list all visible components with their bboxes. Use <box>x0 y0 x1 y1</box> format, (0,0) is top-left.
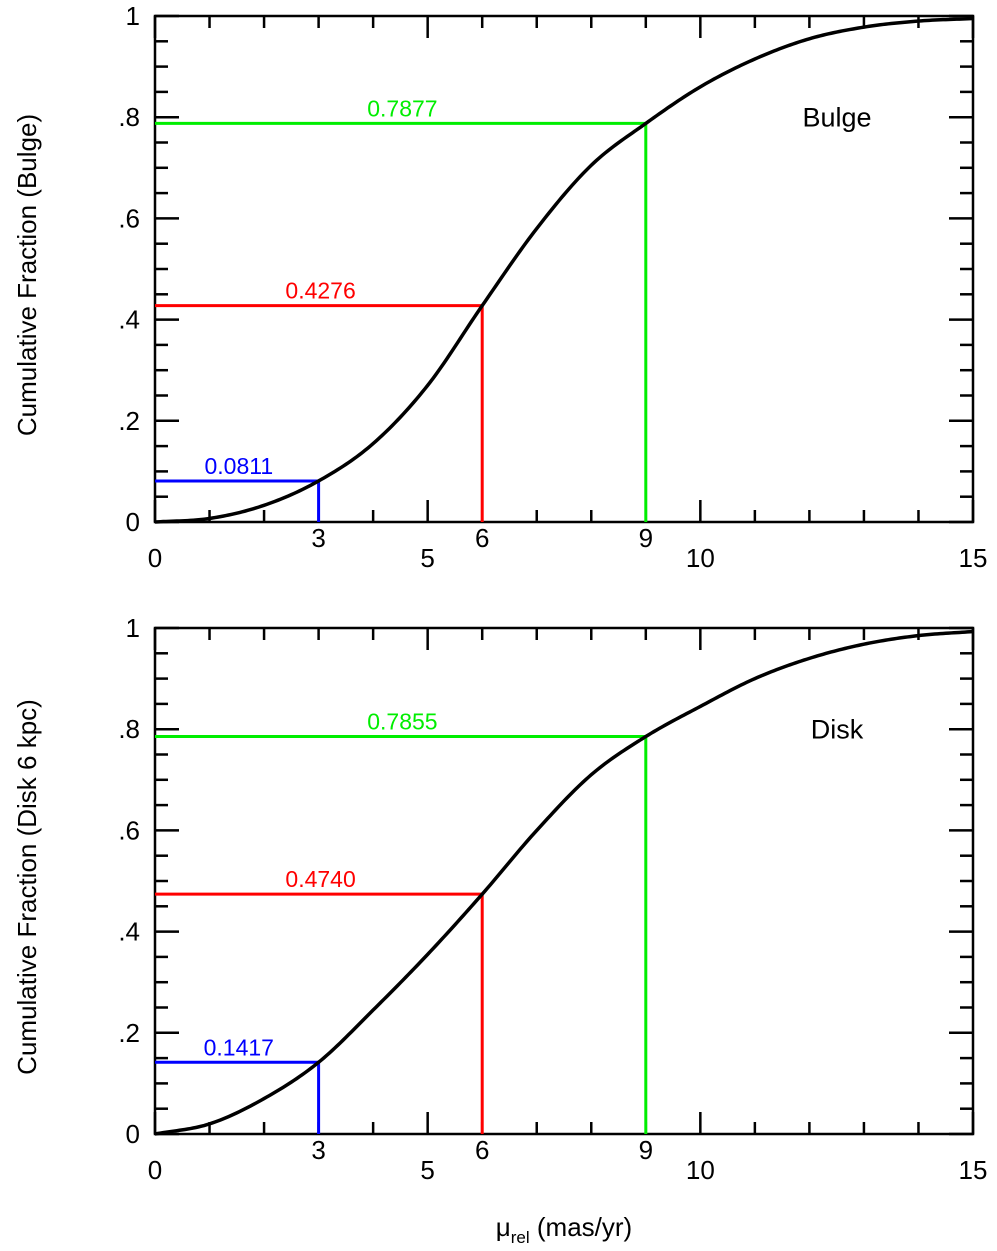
marker-value-label: 0.0811 <box>204 453 273 479</box>
marker-x-label: 6 <box>475 1135 489 1165</box>
mu-symbol: μ <box>496 1212 511 1242</box>
marker-x-label: 3 <box>311 523 325 553</box>
y-tick-label: .4 <box>118 305 140 335</box>
axis-ticks <box>153 14 975 524</box>
x-tick-label: 15 <box>959 543 988 573</box>
y-tick-label: .8 <box>118 714 140 744</box>
marker-group: 0.1417 3 0.4740 6 0.7855 9 <box>155 709 653 1165</box>
marker-line <box>155 1060 321 1134</box>
y-tick-labels: 0 .2 .4 .6 .8 1 <box>118 1 140 537</box>
marker-value-label: 0.7877 <box>367 95 437 121</box>
x-tick-labels: 0 5 10 15 <box>148 543 988 573</box>
marker-x-label: 3 <box>311 1135 325 1165</box>
unit-text: (mas/yr) <box>530 1212 633 1242</box>
x-tick-label: 10 <box>686 543 715 573</box>
y-tick-label: 1 <box>126 1 140 31</box>
marker-blue: 0.0811 3 <box>155 453 326 553</box>
y-tick-label: .4 <box>118 917 140 947</box>
marker-green: 0.7855 9 <box>155 709 653 1165</box>
marker-group: 0.0811 3 0.4276 6 0.7877 9 <box>155 95 653 553</box>
cumulative-curve <box>154 629 974 1136</box>
x-tick-label: 15 <box>959 1155 988 1185</box>
plot-frame <box>153 14 975 524</box>
marker-value-label: 0.7855 <box>367 709 437 735</box>
panel-label: Disk <box>811 714 864 744</box>
y-tick-label: .8 <box>118 102 140 132</box>
marker-red: 0.4740 6 <box>155 866 489 1165</box>
bulge-panel: 0 .2 .4 .6 .8 1 0 5 10 15 Cumulative Fra… <box>12 1 987 573</box>
x-tick-label: 5 <box>420 1155 434 1185</box>
marker-value-label: 0.1417 <box>204 1034 274 1060</box>
marker-red: 0.4276 6 <box>155 278 489 553</box>
rel-subscript: rel <box>511 1228 530 1247</box>
marker-x-label: 6 <box>475 523 489 553</box>
y-tick-label: .6 <box>118 203 140 233</box>
y-tick-label: 1 <box>126 613 140 643</box>
marker-line <box>155 735 648 1134</box>
x-tick-labels: 0 5 10 15 <box>148 1155 988 1185</box>
x-tick-label: 0 <box>148 1155 162 1185</box>
marker-green: 0.7877 9 <box>155 95 653 553</box>
marker-value-label: 0.4276 <box>285 278 355 304</box>
cumulative-curve <box>154 16 974 524</box>
y-tick-label: 0 <box>126 507 140 537</box>
disk-panel: 0 .2 .4 .6 .8 1 0 5 10 15 Cumulative Fra… <box>12 613 987 1185</box>
y-axis-title: Cumulative Fraction (Bulge) <box>12 114 42 436</box>
marker-x-label: 9 <box>639 523 653 553</box>
y-tick-label: 0 <box>126 1119 140 1149</box>
marker-x-label: 9 <box>639 1135 653 1165</box>
y-tick-label: .2 <box>118 406 140 436</box>
x-tick-label: 0 <box>148 543 162 573</box>
x-tick-label: 10 <box>686 1155 715 1185</box>
y-tick-label: .6 <box>118 815 140 845</box>
y-tick-labels: 0 .2 .4 .6 .8 1 <box>118 613 140 1149</box>
axis-ticks <box>153 626 975 1136</box>
marker-value-label: 0.4740 <box>285 866 355 892</box>
x-tick-label: 5 <box>420 543 434 573</box>
y-axis-title: Cumulative Fraction (Disk 6 kpc) <box>12 699 42 1075</box>
marker-line <box>155 479 321 522</box>
y-tick-label: .2 <box>118 1018 140 1048</box>
x-axis-title: μrel (mas/yr) <box>496 1212 632 1247</box>
marker-blue: 0.1417 3 <box>155 1034 326 1165</box>
panel-label: Bulge <box>802 102 871 132</box>
plot-frame <box>153 626 975 1136</box>
